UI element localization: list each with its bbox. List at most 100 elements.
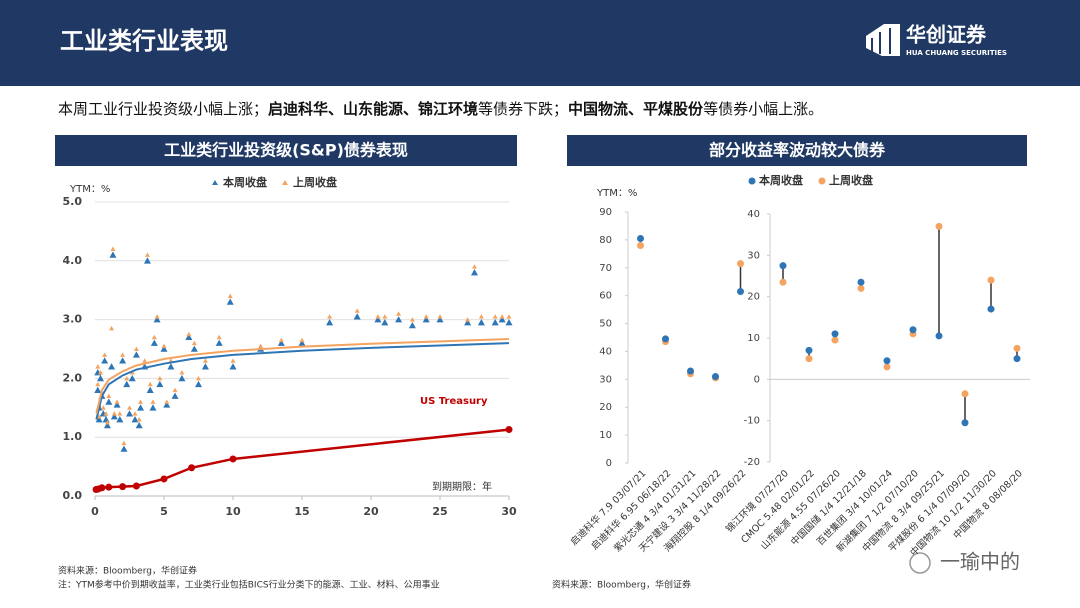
- source-note: 资料来源：Bloomberg，华创证券: [552, 579, 691, 591]
- point: [117, 411, 123, 416]
- point: [178, 374, 186, 382]
- point: [164, 399, 170, 404]
- summary-segment: 中国物流、平煤股份: [568, 100, 704, 118]
- series-line: [95, 342, 510, 420]
- panel-title-bar: [567, 135, 1027, 166]
- point: [171, 392, 179, 399]
- point: [150, 399, 156, 404]
- x-tick-label: 20: [363, 505, 379, 518]
- y-tick-label: 20: [599, 402, 612, 413]
- point: [161, 343, 167, 349]
- legend-swatch: [282, 180, 288, 185]
- point: [104, 420, 110, 425]
- point: [126, 410, 133, 417]
- y-tick-label: 0: [606, 458, 612, 469]
- point: [191, 340, 197, 346]
- point: [97, 374, 105, 382]
- point: [120, 445, 128, 452]
- point: [436, 316, 444, 323]
- x-tick-label: 0: [91, 505, 99, 518]
- chart-title: 工业类行业投资级(S&P)债券表现: [164, 141, 408, 160]
- y-tick-label: -20: [744, 457, 760, 468]
- y-tick-label: 4.0: [63, 254, 83, 267]
- point: [113, 401, 121, 408]
- point: [153, 316, 161, 323]
- point: [95, 416, 103, 423]
- point: [506, 314, 512, 319]
- summary-segment: 本周工业行业投资级小幅上涨；: [58, 100, 269, 118]
- point: [157, 375, 163, 381]
- point: [229, 363, 237, 370]
- source-note: 资料来源：Bloomberg，华创证券: [58, 565, 197, 577]
- x-tick-label: 25: [432, 505, 447, 518]
- x-tick-label: 10: [225, 505, 241, 518]
- y-tick-label: 20: [747, 292, 760, 303]
- panel-title-bar: [55, 135, 517, 166]
- point: [375, 314, 381, 319]
- point: [805, 346, 813, 354]
- point: [779, 262, 787, 270]
- point: [103, 411, 109, 416]
- legend-swatch: [818, 177, 826, 185]
- point: [151, 334, 157, 340]
- point: [662, 335, 669, 343]
- point: [737, 260, 744, 268]
- point: [374, 316, 382, 323]
- point: [987, 276, 995, 284]
- point: [422, 316, 430, 323]
- point: [128, 374, 136, 382]
- point: [138, 399, 144, 404]
- legend-label: 上周收盘: [829, 173, 873, 187]
- point: [167, 363, 175, 370]
- point: [201, 363, 209, 370]
- point: [163, 401, 171, 408]
- point: [132, 482, 140, 490]
- point: [299, 337, 305, 343]
- point: [637, 234, 644, 242]
- point: [119, 357, 127, 364]
- y-tick-label: 0: [754, 374, 760, 385]
- point: [472, 264, 477, 269]
- watermark: 一瑜中的: [940, 550, 1020, 574]
- point: [150, 339, 158, 346]
- y-tick-label: 40: [747, 209, 760, 220]
- point: [883, 357, 891, 365]
- x-tick-label: 5: [160, 505, 168, 518]
- point: [100, 405, 106, 410]
- y-tick-label: 50: [599, 319, 612, 330]
- point: [98, 370, 104, 375]
- point: [142, 358, 148, 363]
- point: [499, 314, 505, 319]
- y-tick-label: 70: [599, 263, 612, 274]
- point: [354, 308, 360, 313]
- y-tick-label: 10: [747, 333, 760, 344]
- y-tick-label: 60: [599, 291, 612, 302]
- point: [119, 483, 127, 491]
- point: [712, 373, 719, 381]
- y-tick-label: 80: [599, 235, 612, 246]
- y-tick-label: 10: [599, 430, 612, 441]
- point: [1013, 344, 1021, 352]
- y-axis-label: YTM：%: [596, 188, 637, 199]
- point: [381, 319, 389, 326]
- point: [102, 352, 108, 357]
- point: [258, 343, 264, 349]
- point: [227, 293, 233, 299]
- point: [465, 317, 471, 322]
- point: [108, 363, 116, 370]
- point: [987, 305, 995, 313]
- point: [935, 332, 943, 340]
- point: [1013, 355, 1021, 363]
- point: [857, 278, 865, 286]
- point: [106, 393, 112, 399]
- point: [408, 321, 416, 329]
- y-tick-label: 3.0: [63, 313, 83, 326]
- y-tick-label: 5.0: [63, 195, 83, 208]
- point: [116, 416, 124, 423]
- point: [935, 222, 943, 230]
- y-tick-label: 1.0: [63, 430, 83, 443]
- point: [160, 345, 168, 352]
- point: [186, 331, 192, 337]
- legend-label: 本周收盘: [759, 173, 803, 187]
